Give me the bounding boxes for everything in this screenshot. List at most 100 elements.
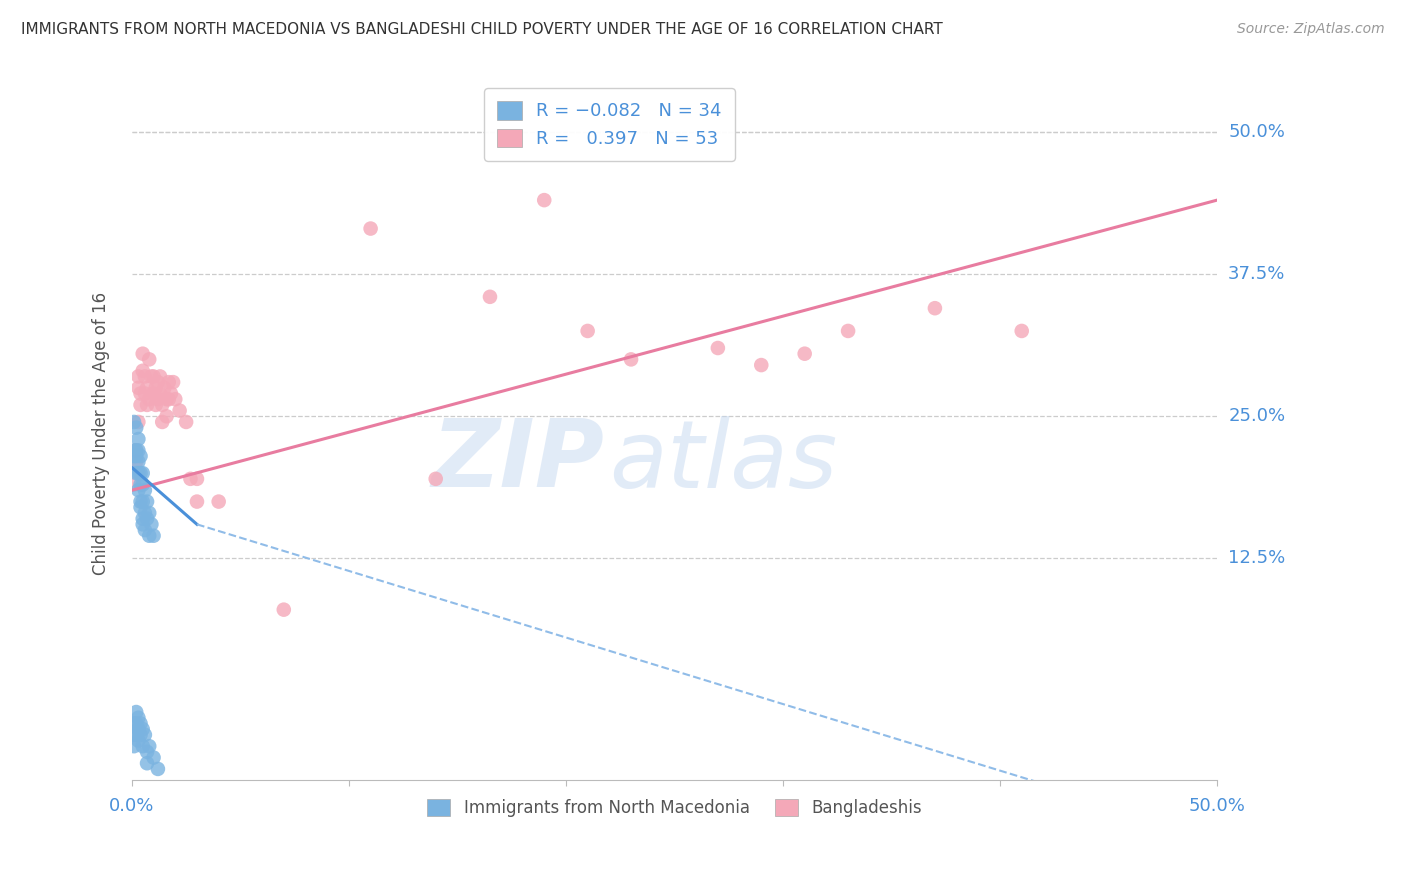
Point — [132, 739, 155, 754]
Point — [1011, 324, 1033, 338]
Point — [153, 381, 176, 395]
Point — [129, 449, 152, 463]
Point — [136, 398, 159, 412]
Point — [136, 745, 159, 759]
Point — [146, 762, 169, 776]
Point — [146, 375, 169, 389]
Text: 50.0%: 50.0% — [1188, 797, 1246, 815]
Point — [129, 728, 152, 742]
Point — [127, 722, 149, 736]
Point — [125, 705, 148, 719]
Point — [837, 324, 859, 338]
Point — [157, 375, 180, 389]
Point — [149, 369, 172, 384]
Point — [122, 415, 145, 429]
Point — [620, 352, 643, 367]
Point — [122, 739, 145, 754]
Point — [122, 477, 145, 491]
Point — [129, 716, 152, 731]
Point — [129, 477, 152, 491]
Point — [141, 517, 163, 532]
Point — [132, 722, 155, 736]
Point — [749, 358, 772, 372]
Point — [127, 432, 149, 446]
Point — [122, 728, 145, 742]
Point — [145, 398, 167, 412]
Point — [122, 449, 145, 463]
Point — [129, 500, 152, 515]
Text: atlas: atlas — [609, 416, 838, 507]
Text: 37.5%: 37.5% — [1229, 265, 1285, 283]
Point — [208, 494, 231, 508]
Point — [179, 472, 201, 486]
Point — [127, 711, 149, 725]
Point — [141, 369, 163, 384]
Point — [138, 506, 160, 520]
Point — [186, 494, 208, 508]
Point — [129, 494, 152, 508]
Point — [132, 517, 155, 532]
Point — [127, 483, 149, 498]
Point — [132, 494, 155, 508]
Point — [125, 443, 148, 458]
Point — [149, 386, 172, 401]
Point — [138, 352, 160, 367]
Point — [138, 392, 160, 407]
Point — [165, 392, 187, 407]
Point — [125, 420, 148, 434]
Point — [132, 477, 155, 491]
Point — [125, 455, 148, 469]
Point — [145, 381, 167, 395]
Point — [125, 728, 148, 742]
Point — [129, 398, 152, 412]
Point — [576, 324, 599, 338]
Point — [127, 369, 149, 384]
Point — [150, 398, 173, 412]
Text: IMMIGRANTS FROM NORTH MACEDONIA VS BANGLADESHI CHILD POVERTY UNDER THE AGE OF 16: IMMIGRANTS FROM NORTH MACEDONIA VS BANGL… — [21, 22, 943, 37]
Point — [146, 392, 169, 407]
Point — [134, 369, 156, 384]
Point — [273, 602, 295, 616]
Point — [707, 341, 730, 355]
Point — [136, 494, 159, 508]
Point — [924, 301, 946, 316]
Point — [425, 472, 447, 486]
Point — [127, 455, 149, 469]
Point — [125, 443, 148, 458]
Text: 25.0%: 25.0% — [1229, 408, 1285, 425]
Point — [142, 386, 165, 401]
Point — [478, 290, 501, 304]
Point — [174, 415, 197, 429]
Point — [134, 386, 156, 401]
Point — [138, 739, 160, 754]
Text: 50.0%: 50.0% — [1229, 123, 1285, 141]
Point — [138, 529, 160, 543]
Point — [122, 716, 145, 731]
Point — [125, 449, 148, 463]
Point — [533, 193, 555, 207]
Point — [134, 483, 156, 498]
Point — [136, 756, 159, 771]
Point — [162, 375, 184, 389]
Point — [122, 443, 145, 458]
Point — [127, 443, 149, 458]
Point — [142, 529, 165, 543]
Point — [127, 466, 149, 480]
Point — [142, 750, 165, 764]
Point — [136, 381, 159, 395]
Text: Source: ZipAtlas.com: Source: ZipAtlas.com — [1237, 22, 1385, 37]
Point — [134, 728, 156, 742]
Point — [127, 733, 149, 747]
Point — [136, 511, 159, 525]
Point — [134, 523, 156, 537]
Point — [132, 347, 155, 361]
Point — [132, 466, 155, 480]
Text: 0.0%: 0.0% — [110, 797, 155, 815]
Point — [132, 364, 155, 378]
Y-axis label: Child Poverty Under the Age of 16: Child Poverty Under the Age of 16 — [93, 292, 110, 574]
Point — [142, 369, 165, 384]
Point — [160, 386, 183, 401]
Point — [129, 386, 152, 401]
Point — [155, 392, 177, 407]
Text: 12.5%: 12.5% — [1229, 549, 1285, 567]
